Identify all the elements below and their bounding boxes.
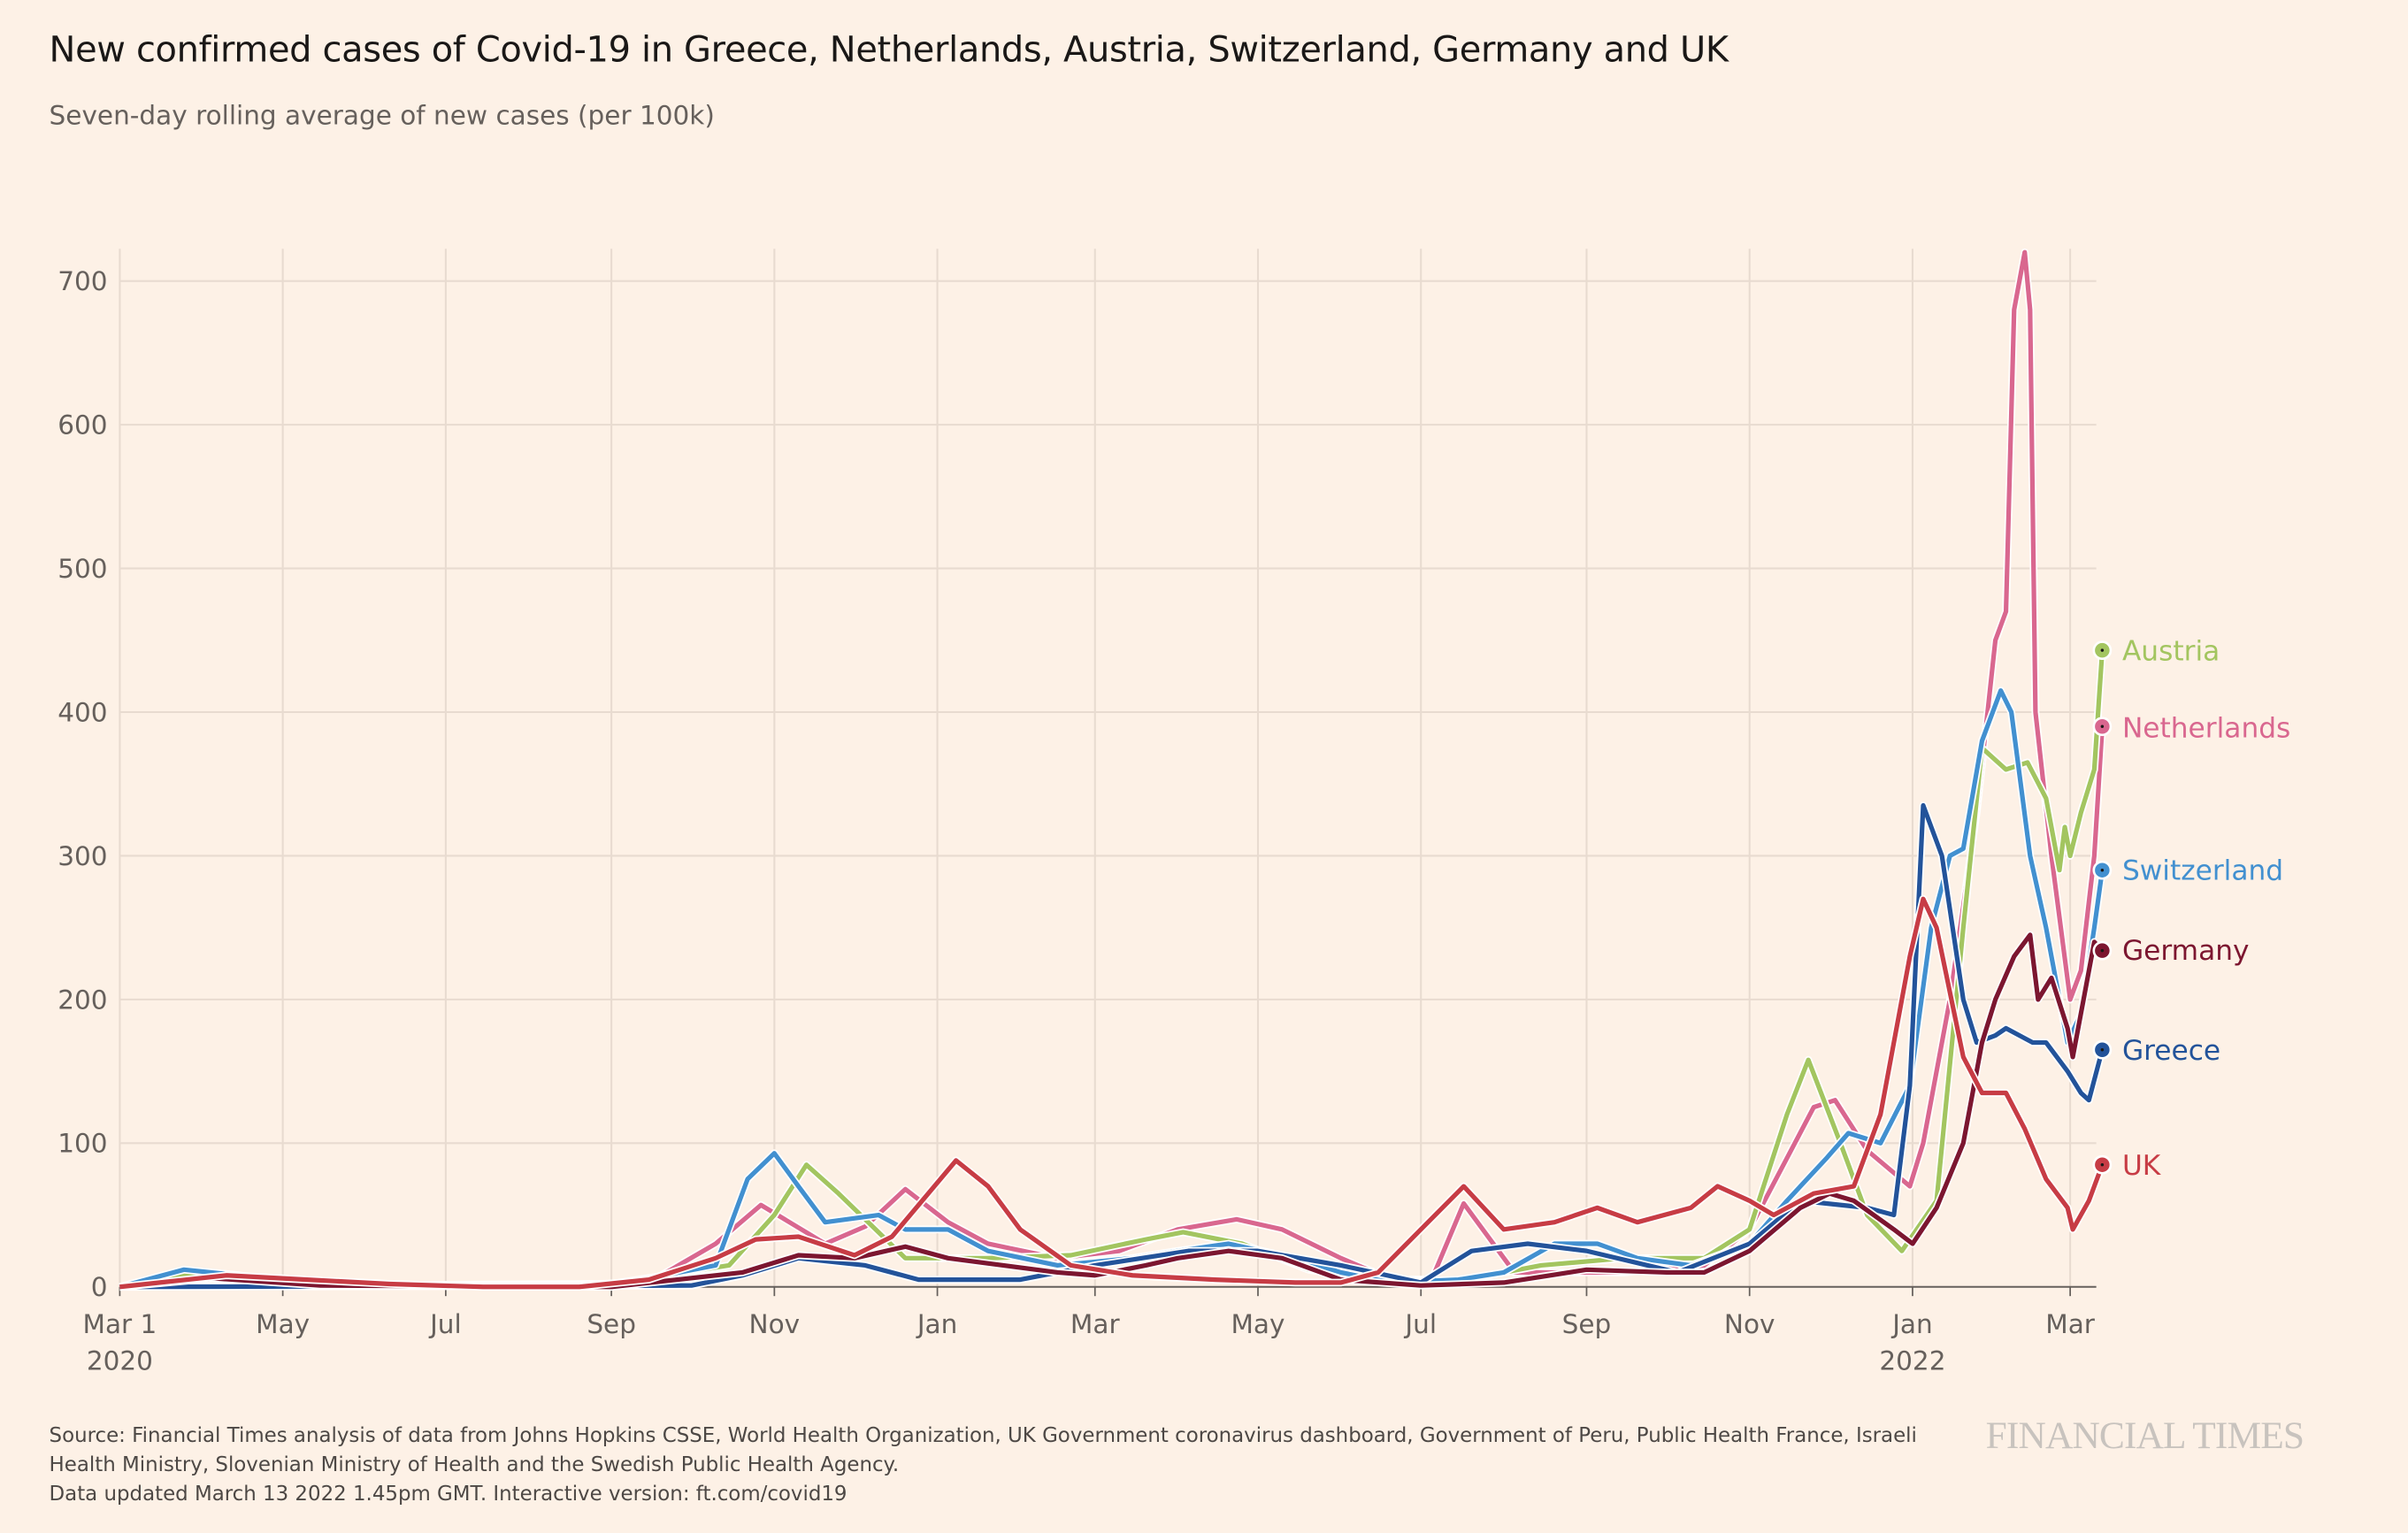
y-tick-label: 200	[58, 985, 107, 1015]
series-end-dot	[2100, 648, 2105, 652]
y-tick-label: 700	[58, 266, 107, 296]
x-tick-label: Mar 1	[83, 1309, 157, 1339]
x-tick-label: May	[1231, 1309, 1285, 1339]
series-label-uk: UK	[2122, 1150, 2162, 1182]
series-labels: Netherlands Austria Switzerland Greece Germa…	[2092, 635, 2290, 1182]
series-label-greece: Greece	[2122, 1035, 2220, 1067]
y-tick-label: 600	[58, 410, 107, 441]
source-text: Source: Financial Times analysis of data…	[49, 1425, 1917, 1478]
axes: 0 100 200 300 400 500 600 700 Mar 1 2020 May Jul Sep…	[58, 266, 2097, 1376]
x-tick-label: Nov	[749, 1309, 801, 1339]
x-tick-label: Sep	[1562, 1309, 1612, 1339]
x-tick-label: May	[256, 1309, 310, 1339]
series-end-dot	[2100, 1162, 2105, 1167]
y-tick-label: 300	[58, 841, 107, 871]
series-label-austria: Austria	[2122, 635, 2220, 667]
series-label-netherlands: Netherlands	[2122, 712, 2290, 744]
series-end-dot	[2100, 868, 2105, 872]
series-halo	[119, 649, 2106, 1292]
series-halo	[119, 894, 2106, 1292]
series-line-uk	[119, 896, 2105, 1290]
chart-subtitle: Seven-day rolling average of new cases (…	[49, 101, 715, 133]
source-note: Source: Financial Times analysis of data…	[50, 1422, 1954, 1510]
series-halo	[119, 801, 2106, 1292]
x-tick-year: 2022	[1879, 1346, 1945, 1376]
x-tick-label: Nov	[1724, 1309, 1775, 1339]
series-lines	[119, 248, 2106, 1292]
updated-text: Data updated March 13 2022 1.45pm GMT. I…	[49, 1483, 847, 1507]
series-line-germany	[119, 932, 2105, 1290]
series-label-switzerland: Switzerland	[2122, 855, 2283, 887]
y-tick-label: 400	[58, 697, 107, 727]
x-tick-label: Mar	[2045, 1309, 2096, 1339]
series-line-austria	[119, 650, 2105, 1290]
x-tick-label: Jul	[428, 1309, 462, 1339]
series-line-greece	[119, 802, 2105, 1290]
x-tick-label: Sep	[587, 1309, 636, 1339]
y-tick-label: 0	[91, 1272, 108, 1302]
x-tick-label: Jan	[916, 1309, 957, 1339]
series-halo	[119, 248, 2106, 1292]
chart-title: New confirmed cases of Covid-19 in Greec…	[49, 30, 1729, 71]
x-tick-year: 2020	[87, 1346, 153, 1376]
series-label-germany: Germany	[2122, 935, 2250, 967]
series-line-switzerland	[119, 688, 2105, 1290]
ft-logo: FINANCIAL TIMES	[1985, 1415, 2304, 1458]
x-tick-label: Jul	[1403, 1309, 1437, 1339]
series-end-dot	[2100, 1048, 2105, 1052]
y-tick-label: 100	[58, 1129, 107, 1159]
x-tick-label: Mar	[1070, 1309, 1121, 1339]
x-tick-label: Jan	[1890, 1309, 1932, 1339]
series-end-dot	[2100, 948, 2105, 953]
gridlines	[119, 249, 2097, 1287]
series-end-dot	[2100, 724, 2105, 728]
y-tick-label: 500	[58, 554, 107, 584]
series-halo	[119, 931, 2105, 1292]
